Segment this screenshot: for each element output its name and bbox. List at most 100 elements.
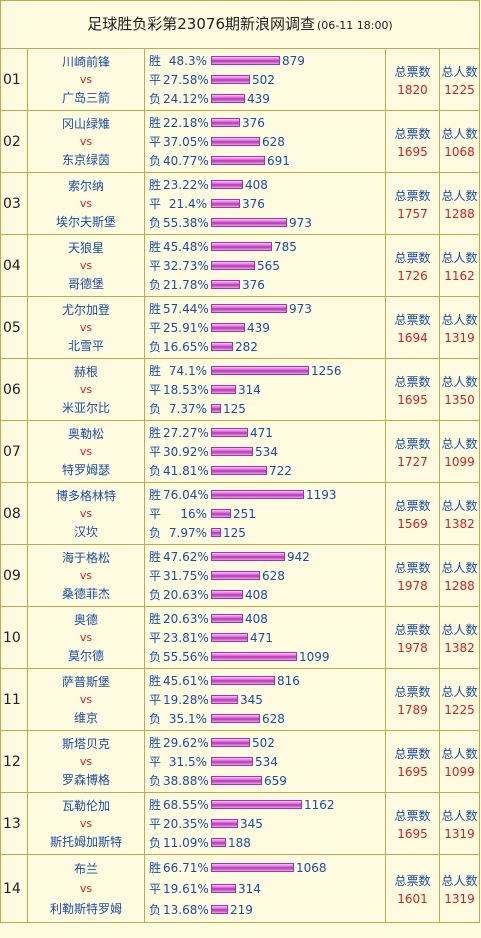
total-people-cell: 总人数 1099 — [440, 731, 479, 792]
bar-fill-win — [211, 180, 243, 189]
bar-draw: 平 30.92% 534 — [149, 443, 385, 460]
total-votes-label: 总票数 — [394, 374, 431, 389]
bar-pct-draw: 31.5% — [168, 754, 207, 769]
vs-label: vs — [79, 630, 93, 644]
bar-loss: 负 40.77% 691 — [149, 152, 385, 169]
away-team-link[interactable]: 特罗姆瑟 — [61, 463, 110, 478]
total-votes-label: 总票数 — [394, 746, 431, 761]
bar-loss: 负 7.97% 125 — [149, 524, 385, 541]
home-team-link[interactable]: 奥勒松 — [67, 426, 104, 441]
vote-bars: 胜 74.1% 1256 平 18.53% 314 负 7.37% 125 — [145, 359, 386, 420]
total-people-label: 总人数 — [441, 126, 478, 141]
bar-loss: 负 20.63% 408 — [149, 586, 385, 603]
vs-label: vs — [79, 134, 93, 148]
home-team-link[interactable]: 天狼星 — [67, 240, 104, 255]
bar-fill-loss — [211, 905, 228, 914]
bar-label-loss: 负 — [149, 92, 162, 106]
bar-count-draw: 534 — [255, 754, 278, 769]
home-team-link[interactable]: 斯塔贝克 — [61, 736, 110, 751]
away-team-link[interactable]: 哥德堡 — [67, 277, 104, 292]
bar-draw: 平 25.91% 439 — [149, 319, 385, 336]
away-team-link[interactable]: 桑德菲杰 — [61, 587, 110, 602]
home-team-link[interactable]: 索尔纳 — [67, 178, 104, 193]
home-team-link[interactable]: 川崎前锋 — [61, 54, 110, 69]
away-team-link[interactable]: 莫尔德 — [67, 649, 104, 664]
title-date: (06-11 18:00) — [316, 19, 393, 32]
away-team-link[interactable]: 汉坎 — [73, 525, 98, 540]
title-text: 足球胜负彩第23076期新浪网调查 — [87, 15, 315, 33]
bar-pct-loss: 16.65% — [163, 339, 209, 354]
home-team-link[interactable]: 布兰 — [73, 861, 98, 876]
bar-draw: 平 27.58% 502 — [149, 71, 385, 88]
home-team-link[interactable]: 瓦勒伦加 — [61, 798, 110, 813]
bar-pct-loss: 20.63% — [163, 587, 209, 602]
total-people-cell: 总人数 1350 — [440, 359, 479, 420]
bar-win: 胜 23.22% 408 — [149, 176, 385, 193]
home-team-link[interactable]: 海于格松 — [61, 550, 110, 565]
home-team-link[interactable]: 博多格林特 — [55, 488, 116, 503]
bar-label-draw: 平 — [149, 445, 162, 459]
match-index: 10 — [1, 607, 28, 668]
bar-pct-loss: 7.97% — [168, 525, 207, 540]
vote-bars: 胜 22.18% 376 平 37.05% 628 负 40.77% 691 — [145, 111, 386, 172]
total-people-label: 总人数 — [441, 188, 478, 203]
bar-label-win: 胜 — [149, 240, 162, 254]
away-team-link[interactable]: 利勒斯特罗姆 — [49, 902, 122, 917]
home-team-link[interactable]: 赫根 — [73, 364, 98, 379]
away-team-link[interactable]: 北雪平 — [67, 339, 104, 354]
bar-pct-draw: 16% — [180, 506, 207, 521]
total-people-value: 1225 — [444, 82, 475, 97]
total-people-label: 总人数 — [441, 64, 478, 79]
match-index: 02 — [1, 111, 28, 172]
total-votes-value: 1601 — [397, 891, 428, 906]
home-team-link[interactable]: 冈山绿雉 — [61, 116, 110, 131]
vs-label: vs — [79, 196, 93, 210]
vote-bars: 胜 29.62% 502 平 31.5% 534 负 38.88% 659 — [145, 731, 386, 792]
bar-label-draw: 平 — [149, 631, 162, 645]
bar-label-loss: 负 — [149, 464, 162, 478]
total-people-label: 总人数 — [441, 498, 478, 513]
match-index: 06 — [1, 359, 28, 420]
total-people-value: 1350 — [444, 392, 475, 407]
bar-label-loss: 负 — [149, 903, 162, 917]
teams-cell: 斯塔贝克 vs 罗森博格 — [28, 731, 145, 792]
away-team-link[interactable]: 米亚尔比 — [61, 401, 110, 416]
bar-fill-loss — [211, 652, 297, 661]
bar-draw: 平 18.53% 314 — [149, 381, 385, 398]
match-row: 10 奥德 vs 莫尔德 胜 20.63% 408 平 23.81% 471 负 55.56% 1099… — [1, 607, 479, 669]
total-votes-cell: 总票数 1757 — [386, 173, 440, 234]
total-votes-cell: 总票数 1601 — [386, 855, 440, 922]
away-team-link[interactable]: 广岛三箭 — [61, 91, 110, 106]
away-team-link[interactable]: 埃尔夫斯堡 — [55, 215, 116, 230]
home-team-link[interactable]: 尤尔加登 — [61, 302, 110, 317]
total-votes-label: 总票数 — [394, 560, 431, 575]
total-people-value: 1099 — [444, 454, 475, 469]
bar-fill-draw — [211, 819, 238, 828]
bar-draw: 平 37.05% 628 — [149, 133, 385, 150]
home-team-link[interactable]: 奥德 — [73, 612, 98, 627]
bar-count-draw: 439 — [247, 320, 270, 335]
match-index: 05 — [1, 297, 28, 358]
away-team-link[interactable]: 维京 — [73, 711, 98, 726]
total-people-value: 1319 — [444, 330, 475, 345]
bar-count-draw: 345 — [240, 692, 263, 707]
bar-win: 胜 68.55% 1162 — [149, 796, 385, 813]
away-team-link[interactable]: 罗森博格 — [61, 773, 110, 788]
home-team-link[interactable]: 萨普斯堡 — [61, 674, 110, 689]
total-people-label: 总人数 — [441, 684, 478, 699]
bar-pct-loss: 41.81% — [163, 463, 209, 478]
total-votes-cell: 总票数 1789 — [386, 669, 440, 730]
bar-pct-win: 68.55% — [163, 797, 209, 812]
bar-pct-loss: 38.88% — [163, 773, 209, 788]
vote-bars: 胜 20.63% 408 平 23.81% 471 负 55.56% 1099 — [145, 607, 386, 668]
match-index: 14 — [1, 855, 28, 922]
vote-bars: 胜 45.48% 785 平 32.73% 565 负 21.78% 376 — [145, 235, 386, 296]
total-people-label: 总人数 — [441, 808, 478, 823]
bar-count-draw: 534 — [255, 444, 278, 459]
total-people-cell: 总人数 1288 — [440, 173, 479, 234]
away-team-link[interactable]: 斯托姆加斯特 — [49, 835, 122, 850]
bar-count-draw: 251 — [233, 506, 256, 521]
bar-count-loss: 691 — [267, 153, 290, 168]
away-team-link[interactable]: 东京绿茵 — [61, 153, 110, 168]
bar-pct-draw: 21.4% — [168, 196, 207, 211]
